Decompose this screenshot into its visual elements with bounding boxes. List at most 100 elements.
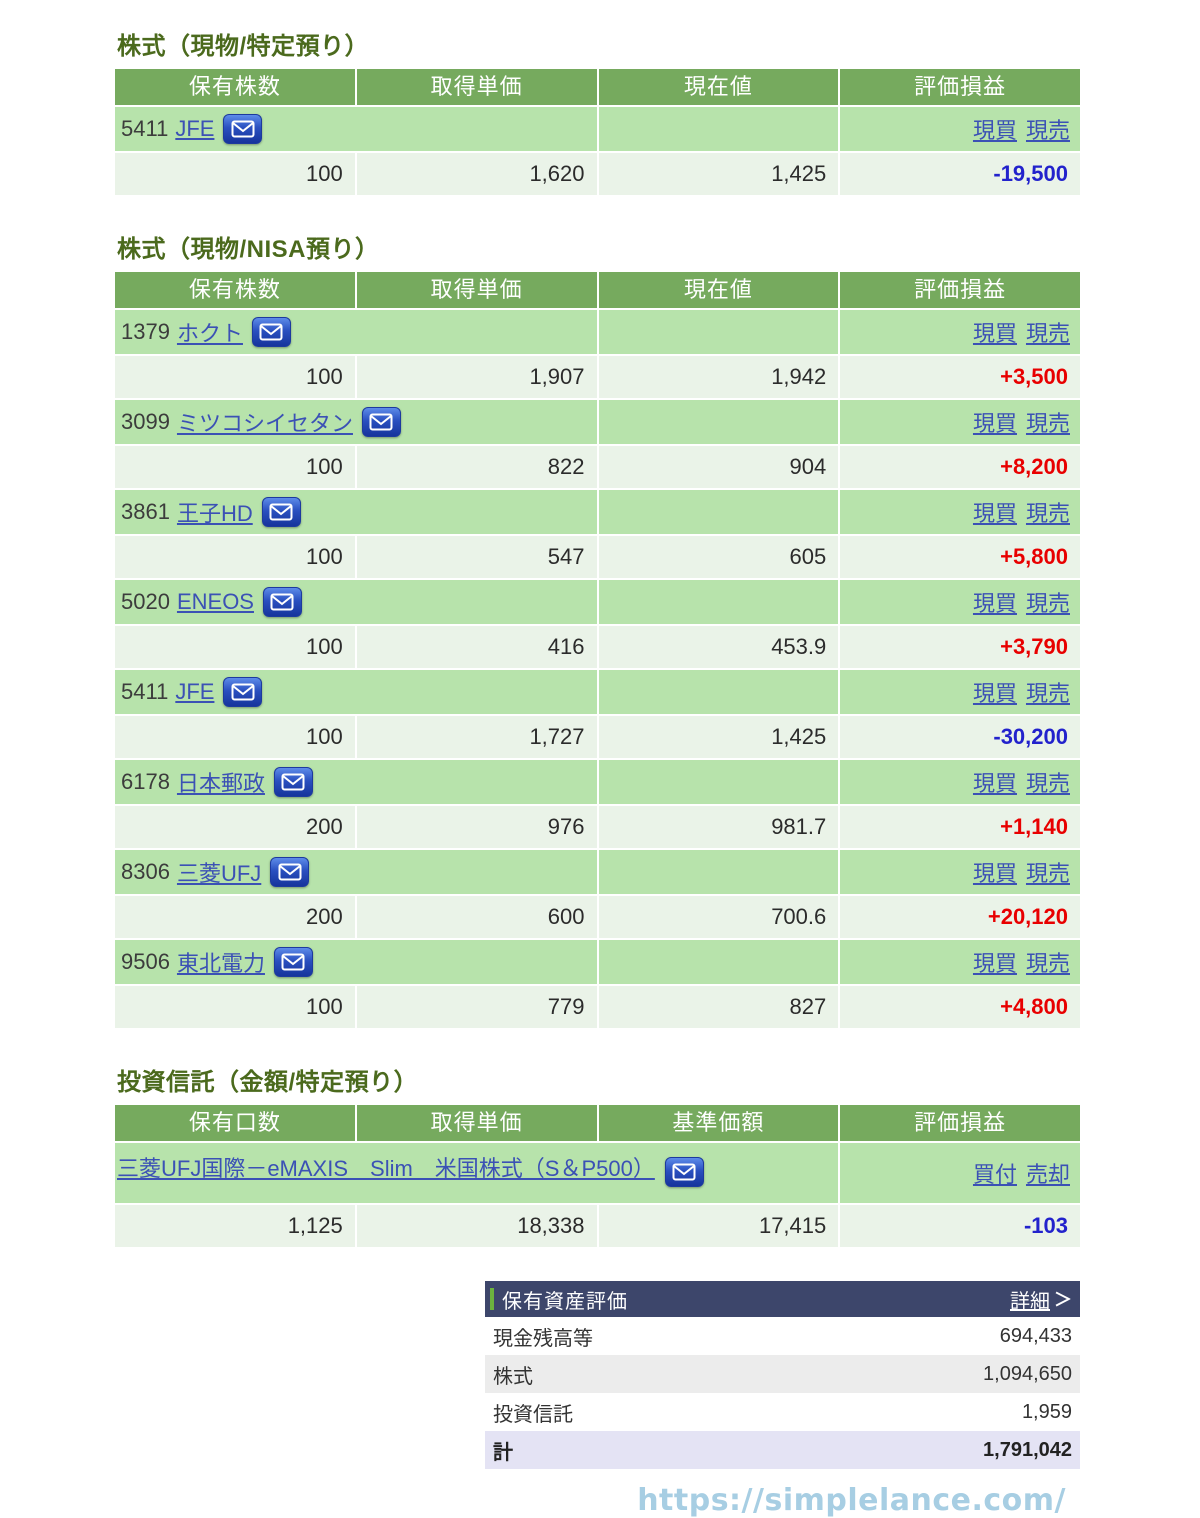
stock-name-cell: 5411 JFE: [115, 107, 597, 151]
stock-rows: 5411 JFE 現買 現売 100: [115, 107, 1080, 195]
empty-cell: [598, 310, 839, 354]
site-watermark: https://simplelance.com/: [637, 1483, 1066, 1518]
stock-name-link[interactable]: 東北電力: [176, 951, 265, 976]
price-value: 1,942: [598, 356, 839, 398]
stock-name-link[interactable]: ミツコシイセタン: [176, 411, 353, 436]
table-header-row: 保有株数 取得単価 現在値 評価損益: [115, 69, 1080, 105]
price-value: 1,425: [598, 153, 839, 195]
price-value: 605: [598, 536, 839, 578]
trade-links-cell: 現買 現売: [840, 107, 1080, 151]
pl-value: +5,800: [840, 536, 1080, 578]
cost-value: 547: [356, 536, 597, 578]
fund-section: 投資信託（金額/特定預り） 保有口数 取得単価 基準価額 評価損益 三菱UFJ国…: [115, 1062, 1080, 1247]
cash-sell-link[interactable]: 現売: [1025, 951, 1070, 976]
detail-link[interactable]: 詳細: [1010, 1290, 1050, 1313]
mail-icon[interactable]: [223, 677, 263, 707]
stock-code: 5411: [121, 679, 169, 704]
fund-rows: 三菱UFJ国際－eMAXIS Slim 米国株式（S＆P500） 買付 売却 1…: [115, 1143, 1080, 1247]
mail-icon[interactable]: [273, 767, 313, 797]
stock-name-link[interactable]: 王子HD: [176, 501, 253, 526]
units-value: 1,125: [115, 1205, 355, 1247]
cash-buy-link[interactable]: 現買: [972, 591, 1017, 616]
stock-name-link[interactable]: ホクト: [176, 321, 243, 346]
fund-name-link[interactable]: 三菱UFJ国際－eMAXIS Slim 米国株式（S＆P500）: [117, 1156, 655, 1181]
cash-sell-link[interactable]: 現売: [1025, 501, 1070, 526]
mail-icon[interactable]: [261, 497, 301, 527]
column-header-pl: 評価損益: [840, 69, 1080, 105]
portfolio-page: 株式（現物/特定預り） 保有株数 取得単価 現在値 評価損益 5411 JFE: [115, 33, 1080, 1469]
shares-value: 100: [115, 716, 355, 758]
cost-value: 18,338: [356, 1205, 597, 1247]
asset-summary-title: 保有資産評価: [502, 1290, 628, 1313]
summary-row-label: 現金残高等: [493, 1327, 593, 1350]
pl-value: +3,790: [840, 626, 1080, 668]
stock-name-cell: 1379 ホクト: [115, 310, 597, 354]
column-header-cost: 取得単価: [356, 1105, 597, 1141]
cash-buy-link[interactable]: 現買: [972, 501, 1017, 526]
cash-buy-link[interactable]: 現買: [972, 771, 1017, 796]
stock-name-cell: 5020 ENEOS: [115, 580, 597, 624]
pl-value: -30,200: [840, 716, 1080, 758]
pl-value: +20,120: [840, 896, 1080, 938]
fund-buy-link[interactable]: 買付: [972, 1162, 1017, 1187]
stock-value-row: 100 1,620 1,425 -19,500: [115, 153, 1080, 195]
pl-value: -103: [840, 1205, 1080, 1247]
fund-table: 保有口数 取得単価 基準価額 評価損益 三菱UFJ国際－eMAXIS Slim …: [115, 1105, 1080, 1247]
stock-code: 5411: [121, 116, 169, 141]
mail-icon[interactable]: [223, 114, 263, 144]
stock-name-link[interactable]: JFE: [175, 116, 215, 141]
cash-buy-link[interactable]: 現買: [972, 861, 1017, 886]
stock-name-link[interactable]: ENEOS: [176, 589, 254, 614]
summary-row-value: 694,433: [999, 1324, 1072, 1347]
empty-cell: [598, 490, 839, 534]
cash-buy-link[interactable]: 現買: [972, 321, 1017, 346]
stock-code: 6178: [121, 769, 170, 794]
cash-buy-link[interactable]: 現買: [972, 118, 1017, 143]
fund-sell-link[interactable]: 売却: [1025, 1162, 1070, 1187]
cash-buy-link[interactable]: 現買: [972, 951, 1017, 976]
summary-row-label: 株式: [493, 1365, 533, 1388]
pl-value: +1,140: [840, 806, 1080, 848]
mail-icon[interactable]: [361, 407, 401, 437]
cost-value: 822: [356, 446, 597, 488]
mail-icon[interactable]: [251, 317, 291, 347]
stock-value-row: 100 1,727 1,425 -30,200: [115, 716, 1080, 758]
column-header-nav: 基準価額: [598, 1105, 839, 1141]
pl-value: +4,800: [840, 986, 1080, 1028]
stock-name-cell: 9506 東北電力: [115, 940, 597, 984]
stock-name-cell: 8306 三菱UFJ: [115, 850, 597, 894]
trade-links-cell: 現買 現売: [840, 400, 1080, 444]
column-header-cost: 取得単価: [356, 69, 597, 105]
price-value: 827: [598, 986, 839, 1028]
shares-value: 100: [115, 626, 355, 668]
fund-name-cell: 三菱UFJ国際－eMAXIS Slim 米国株式（S＆P500）: [115, 1143, 839, 1203]
summary-row: 株式 1,094,650: [485, 1355, 1080, 1393]
stock-value-row: 100 547 605 +5,800: [115, 536, 1080, 578]
cash-sell-link[interactable]: 現売: [1025, 321, 1070, 346]
stocks-nisa-section: 株式（現物/NISA預り） 保有株数 取得単価 現在値 評価損益 1379 ホク…: [115, 229, 1080, 1028]
trade-links-cell: 現買 現売: [840, 310, 1080, 354]
stock-value-row: 100 1,907 1,942 +3,500: [115, 356, 1080, 398]
cash-sell-link[interactable]: 現売: [1025, 861, 1070, 886]
trade-links-cell: 現買 現売: [840, 670, 1080, 714]
cash-sell-link[interactable]: 現売: [1025, 681, 1070, 706]
stock-name-link[interactable]: 三菱UFJ: [176, 861, 262, 886]
cash-buy-link[interactable]: 現買: [972, 681, 1017, 706]
stock-name-cell: 5411 JFE: [115, 670, 597, 714]
empty-cell: [598, 107, 839, 151]
stock-code: 3861: [121, 499, 170, 524]
cash-sell-link[interactable]: 現売: [1025, 118, 1070, 143]
cash-sell-link[interactable]: 現売: [1025, 591, 1070, 616]
cash-sell-link[interactable]: 現売: [1025, 771, 1070, 796]
cash-sell-link[interactable]: 現売: [1025, 411, 1070, 436]
mail-icon[interactable]: [664, 1156, 704, 1187]
stock-name-link[interactable]: JFE: [175, 679, 215, 704]
column-header-pl: 評価損益: [840, 272, 1080, 308]
mail-icon[interactable]: [270, 857, 310, 887]
summary-row: 現金残高等 694,433: [485, 1317, 1080, 1355]
mail-icon[interactable]: [273, 947, 313, 977]
summary-row-value: 1,959: [1021, 1400, 1072, 1423]
mail-icon[interactable]: [262, 587, 302, 617]
stock-name-link[interactable]: 日本郵政: [176, 771, 265, 796]
cash-buy-link[interactable]: 現買: [972, 411, 1017, 436]
